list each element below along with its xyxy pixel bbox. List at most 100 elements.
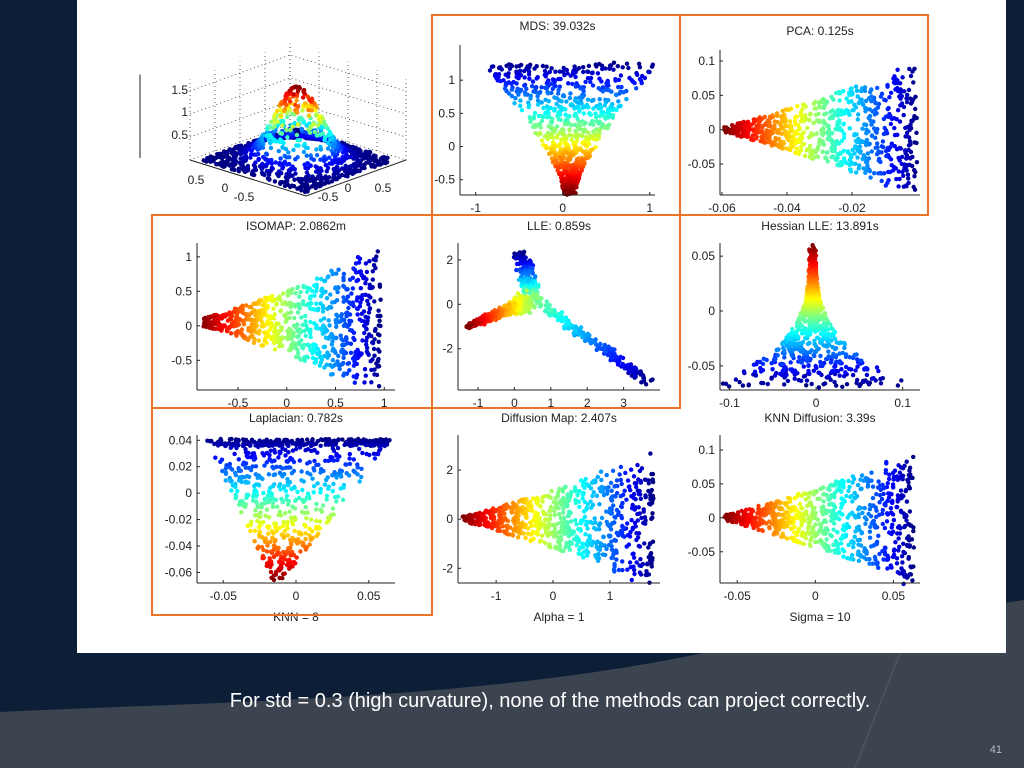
data-point bbox=[901, 173, 906, 178]
data-point bbox=[872, 126, 877, 131]
data-point bbox=[245, 523, 250, 529]
data-point bbox=[798, 113, 803, 118]
data-point bbox=[347, 451, 352, 457]
data-point bbox=[859, 88, 864, 94]
data-point bbox=[620, 559, 625, 564]
data-point bbox=[295, 285, 300, 291]
data-point bbox=[891, 80, 897, 85]
data-point bbox=[557, 69, 562, 74]
data-point bbox=[341, 355, 346, 360]
data-point bbox=[843, 370, 848, 375]
data-point bbox=[634, 86, 639, 91]
data-point bbox=[514, 64, 519, 69]
data-point bbox=[528, 116, 533, 121]
data-point bbox=[358, 286, 363, 291]
data-point bbox=[807, 112, 813, 117]
data-point bbox=[596, 128, 602, 133]
data-point bbox=[246, 474, 252, 480]
data-point bbox=[547, 302, 552, 308]
data-point bbox=[830, 368, 835, 374]
data-point bbox=[558, 117, 563, 123]
data-point bbox=[264, 507, 270, 512]
data-point bbox=[859, 358, 864, 363]
data-point bbox=[828, 360, 834, 365]
data-point bbox=[910, 69, 915, 74]
data-point bbox=[838, 340, 844, 345]
data-point bbox=[547, 151, 552, 157]
data-point bbox=[564, 99, 569, 104]
data-point bbox=[307, 496, 312, 501]
data-point bbox=[289, 486, 294, 492]
data-point bbox=[638, 557, 643, 562]
data-point bbox=[285, 335, 290, 340]
data-point bbox=[539, 100, 544, 105]
data-point bbox=[599, 79, 604, 84]
data-point bbox=[297, 445, 303, 450]
y-tick-label: 0.02 bbox=[169, 460, 193, 474]
data-point bbox=[878, 376, 883, 382]
data-point bbox=[239, 479, 244, 485]
data-point bbox=[649, 471, 654, 477]
data-point bbox=[629, 577, 634, 583]
data-point bbox=[863, 170, 868, 175]
data-point bbox=[841, 374, 847, 379]
data-point bbox=[528, 119, 533, 125]
data-point bbox=[574, 543, 579, 548]
data-point bbox=[645, 562, 650, 567]
data-point bbox=[212, 441, 217, 447]
data-point bbox=[874, 152, 880, 157]
data-point bbox=[288, 465, 293, 470]
data-point bbox=[575, 493, 580, 498]
data-point bbox=[229, 467, 235, 472]
data-point bbox=[291, 323, 297, 328]
data-point bbox=[905, 172, 911, 177]
data-point bbox=[251, 494, 256, 499]
data-point bbox=[330, 348, 335, 353]
data-point bbox=[602, 342, 607, 348]
data-point bbox=[766, 140, 771, 145]
data-point bbox=[350, 286, 356, 291]
data-point bbox=[249, 322, 254, 327]
data-point bbox=[781, 345, 786, 351]
data-point bbox=[847, 355, 852, 360]
data-point bbox=[509, 93, 515, 99]
data-point bbox=[333, 318, 338, 323]
data-point bbox=[772, 119, 778, 124]
data-point bbox=[642, 477, 648, 482]
data-point bbox=[355, 255, 361, 260]
data-point bbox=[334, 324, 339, 329]
data-point bbox=[814, 365, 819, 371]
data-point bbox=[318, 443, 323, 448]
data-point bbox=[589, 480, 595, 485]
data-point bbox=[610, 468, 616, 473]
y-tick-label: 1 bbox=[448, 73, 455, 87]
data-point bbox=[318, 294, 324, 299]
data-point bbox=[331, 458, 337, 463]
data-point bbox=[329, 268, 334, 273]
data-point bbox=[259, 505, 264, 510]
data-point bbox=[585, 69, 590, 74]
data-point bbox=[314, 501, 319, 507]
data-point bbox=[581, 111, 586, 116]
data-point bbox=[650, 62, 655, 67]
data-point bbox=[324, 497, 329, 502]
data-point bbox=[327, 323, 332, 328]
data-point bbox=[308, 472, 313, 477]
data-point bbox=[823, 155, 828, 160]
data-point bbox=[572, 537, 577, 542]
data-point bbox=[271, 577, 277, 583]
data-point bbox=[324, 520, 330, 525]
data-point bbox=[375, 313, 380, 319]
data-point bbox=[804, 358, 810, 364]
data-point bbox=[340, 342, 345, 348]
data-point bbox=[368, 359, 373, 364]
data-point bbox=[506, 91, 512, 96]
data-point bbox=[256, 525, 261, 530]
data-point bbox=[897, 94, 902, 99]
data-point bbox=[573, 74, 578, 80]
data-point bbox=[741, 369, 747, 374]
data-point bbox=[858, 97, 863, 102]
data-point bbox=[360, 450, 365, 456]
data-point bbox=[809, 131, 814, 136]
